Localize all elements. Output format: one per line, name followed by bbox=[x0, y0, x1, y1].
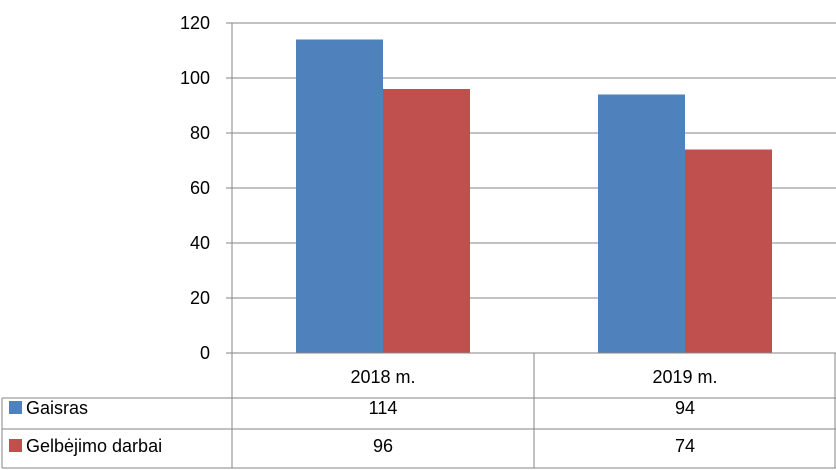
bar bbox=[383, 89, 470, 353]
bar bbox=[685, 149, 772, 353]
legend-key bbox=[9, 439, 22, 452]
bars bbox=[296, 39, 772, 353]
data-value: 94 bbox=[675, 398, 695, 418]
axes bbox=[226, 22, 233, 468]
legend-label: Gaisras bbox=[26, 398, 88, 418]
y-tick-label: 120 bbox=[180, 13, 210, 33]
category-label: 2019 m. bbox=[652, 367, 717, 387]
y-tick-label: 40 bbox=[190, 233, 210, 253]
y-tick-label: 100 bbox=[180, 68, 210, 88]
data-value: 96 bbox=[373, 436, 393, 456]
y-tick-label: 0 bbox=[200, 343, 210, 363]
legend-key bbox=[9, 401, 22, 414]
data-value: 114 bbox=[369, 398, 398, 418]
y-tick-labels: 0 20 40 60 80 100 120 bbox=[180, 13, 210, 363]
data-value: 74 bbox=[675, 436, 695, 456]
legend-label: Gelbėjimo darbai bbox=[26, 436, 162, 456]
y-tick-label: 60 bbox=[190, 178, 210, 198]
y-tick-label: 80 bbox=[190, 123, 210, 143]
category-label: 2018 m. bbox=[350, 367, 415, 387]
bar bbox=[598, 94, 685, 353]
y-tick-label: 20 bbox=[190, 288, 210, 308]
bar bbox=[296, 39, 383, 353]
data-table: 2018 m. 2019 m. Gaisras 114 94 Gelbėjimo darb… bbox=[1, 352, 836, 469]
